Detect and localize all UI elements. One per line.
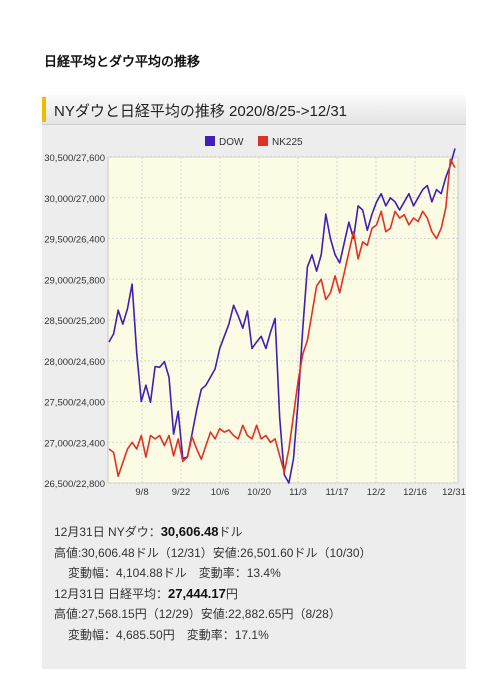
series-line-nk225: [108, 158, 456, 478]
x-tick-label: 12/2: [367, 487, 386, 498]
card-title: NYダウと日経平均の推移 2020/8/25->12/31: [54, 103, 348, 120]
y-tick-label: 29,000/25,800: [44, 275, 105, 286]
series-line-dow: [108, 148, 456, 484]
y-tick-label: 27,500/24,000: [44, 398, 105, 409]
x-tick-label: 10/6: [211, 487, 230, 498]
x-tick-label: 9/22: [172, 487, 191, 498]
dow-close-unit: ドル: [218, 525, 243, 539]
nk-change: 変動幅：4,685.50円 変動率：17.1%: [68, 627, 269, 642]
y-tick-label: 30,500/27,600: [44, 153, 105, 164]
legend-label-dow: DOW: [219, 137, 244, 148]
y-tick-label: 26,500/22,800: [44, 479, 105, 490]
nk-high-low: 高値:27,568.15円（12/29）安値:22,882.65円（8/28）: [54, 607, 341, 621]
header-accent-bar: [42, 97, 46, 122]
page-heading: 日経平均とダウ平均の推移: [44, 55, 201, 70]
legend-swatch-nk225: [258, 136, 268, 146]
legend-swatch-dow: [205, 136, 215, 146]
x-tick-label: 12/31: [442, 487, 466, 498]
x-tick-label: 9/8: [135, 487, 148, 498]
x-tick-label: 11/3: [289, 487, 307, 498]
chart-card: NYダウと日経平均の推移 2020/8/25->12/31 26,500/22,…: [42, 95, 466, 669]
y-tick-label: 27,000/23,400: [44, 438, 105, 449]
nk-close-unit: 円: [225, 586, 238, 601]
nk-close-label: 12月31日 日経平均：: [54, 586, 169, 601]
legend-label-nk225: NK225: [272, 137, 303, 148]
card-header: NYダウと日経平均の推移 2020/8/25->12/31: [42, 95, 466, 125]
y-tick-label: 30,000/27,000: [44, 194, 105, 205]
dow-high-low: 高値:30,606.48ドル（12/31）安値:26,501.60ドル（10/3…: [54, 545, 372, 560]
dow-close-label: 12月31日 NYダウ：: [54, 525, 161, 539]
plot-area: [107, 156, 459, 484]
dow-change: 変動幅：4,104.88ドル 変動率：13.4%: [68, 566, 281, 580]
x-tick-label: 11/17: [325, 487, 348, 498]
stats-panel: 12月31日 NYダウ：30,606.48ドル 高値:30,606.48ドル（1…: [54, 522, 372, 645]
line-chart: 26,500/22,800 27,000/23,400 27,500/24,000 2…: [44, 136, 466, 498]
x-tick-label: 12/16: [403, 487, 427, 498]
dow-close-value: 30,606.48: [160, 524, 219, 539]
dow-close-row: 12月31日 NYダウ：30,606.48ドル: [54, 522, 372, 543]
y-tick-label: 29,500/26,400: [44, 235, 105, 246]
y-tick-label: 28,500/25,200: [44, 316, 105, 327]
nk-close-value: 27,444.17: [168, 585, 226, 601]
x-tick-label: 10/20: [247, 487, 271, 498]
nk-close-row: 12月31日 日経平均：27,444.17円: [54, 584, 372, 605]
y-tick-label: 28,000/24,600: [44, 357, 105, 368]
